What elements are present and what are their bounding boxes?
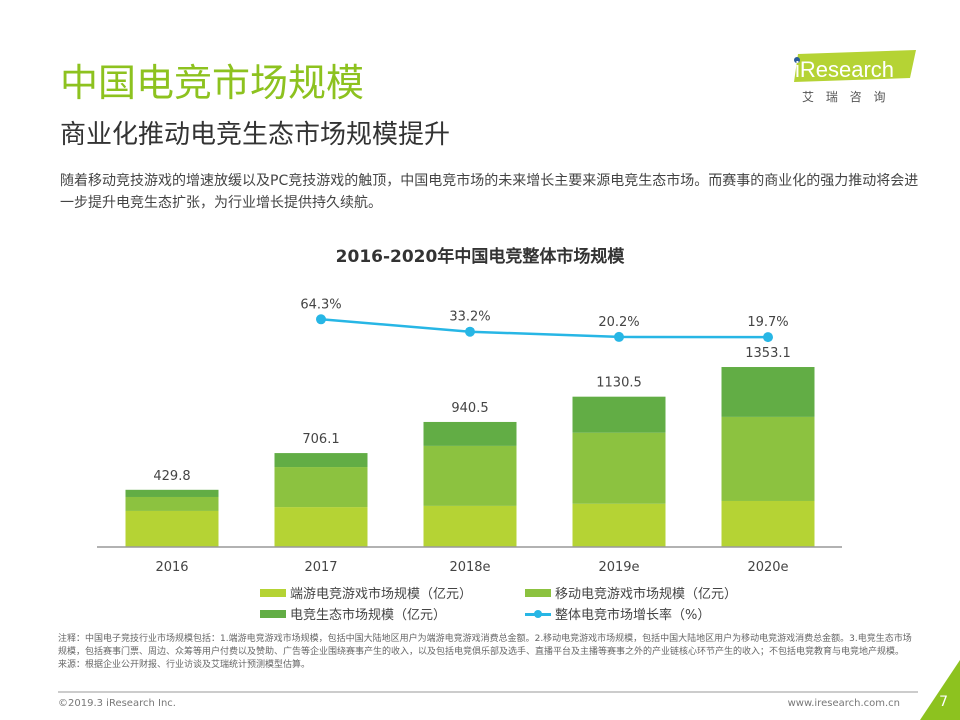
bar-segment-2-2016 (125, 489, 219, 497)
iresearch-logo: iResearch 艾 瑞 咨 询 (794, 50, 916, 104)
total-label: 429.8 (153, 469, 190, 484)
bar-segment-2-2019e (572, 396, 666, 433)
total-label: 1130.5 (596, 376, 642, 391)
x-tick-label: 2020e (747, 560, 788, 575)
growth-label: 19.7% (747, 315, 788, 330)
growth-label: 33.2% (449, 310, 490, 325)
logo-cn: 艾 瑞 咨 询 (802, 89, 889, 104)
legend-label: 端游电竞游戏市场规模（亿元） (290, 587, 473, 602)
legend-label: 移动电竞游戏市场规模（亿元） (555, 587, 738, 602)
bar-segment-1-2016 (125, 496, 219, 511)
x-tick-label: 2017 (304, 560, 337, 575)
bar-segment-2-2018e (423, 421, 517, 446)
chart-title: 2016-2020年中国电竞整体市场规模 (336, 246, 626, 267)
total-label: 706.1 (302, 432, 339, 447)
legend-item-mobile: 移动电竞游戏市场规模（亿元） (525, 583, 737, 602)
bar-segment-0-2017 (274, 507, 368, 547)
x-tick-label: 2019e (598, 560, 639, 575)
stacked-bar-chart: 2016-2020年中国电竞整体市场规模 429.8 2016 706.1 2017 9… (97, 246, 842, 575)
legend-item-ecosystem: 电竞生态市场规模（亿元） (260, 604, 446, 623)
growth-line (320, 318, 769, 339)
website-url: www.iresearch.com.cn (787, 698, 900, 709)
bar-segment-2-2020e (721, 367, 815, 417)
bar-segment-1-2019e (572, 432, 666, 504)
bar-segment-1-2018e (423, 445, 517, 506)
notes: 注释：中国电子竞技行业市场规模包括：1.端游电竞游戏市场规模，包括中国大陆地区用… (58, 633, 918, 672)
x-tick-label: 2018e (449, 560, 490, 575)
description: 随着移动竞技游戏的增速放缓以及PC竞技游戏的触顶，中国电竞市场的未来增长主要来源… (60, 173, 919, 211)
copyright: ©2019.3 iResearch Inc. (58, 698, 176, 709)
growth-point (465, 326, 475, 337)
legend-swatch (260, 609, 286, 618)
legend-label: 整体电竞市场增长率（%） (555, 608, 711, 623)
legend-item-pc: 端游电竞游戏市场规模（亿元） (260, 583, 472, 602)
note-text: 注释：中国电子竞技行业市场规模包括：1.端游电竞游戏市场规模，包括中国大陆地区用… (58, 634, 912, 657)
growth-point (316, 314, 326, 325)
page-subtitle: 商业化推动电竞生态市场规模提升 (60, 120, 451, 150)
corner-decoration (920, 660, 960, 720)
page-number: 7 (939, 694, 948, 710)
total-label: 1353.1 (745, 346, 791, 361)
legend-label: 电竞生态市场规模（亿元） (290, 608, 447, 623)
bar-segment-1-2017 (274, 467, 368, 508)
footer-divider (58, 691, 918, 693)
bar-segment-0-2020e (721, 500, 815, 547)
legend-line-icon (525, 609, 551, 618)
bar-segment-2-2017 (274, 453, 368, 468)
x-tick-label: 2016 (155, 560, 188, 575)
legend-swatch (260, 588, 286, 597)
logo-text: iResearch (795, 57, 894, 82)
legend-item-growth: 整体电竞市场增长率（%） (525, 604, 710, 623)
bar-segment-1-2020e (721, 416, 815, 501)
source-text: 来源：根据企业公开财报、行业访谈及艾瑞统计预测模型估算。 (58, 660, 311, 670)
bar-segment-0-2016 (125, 510, 219, 547)
growth-point (763, 332, 773, 343)
bar-segment-0-2019e (572, 503, 666, 547)
growth-label: 64.3% (300, 297, 341, 312)
page-title: 中国电竞市场规模 (60, 61, 365, 105)
growth-point (614, 331, 624, 342)
growth-label: 20.2% (598, 315, 639, 330)
legend-swatch (525, 588, 551, 597)
total-label: 940.5 (451, 401, 488, 416)
bar-segment-0-2018e (423, 505, 517, 547)
